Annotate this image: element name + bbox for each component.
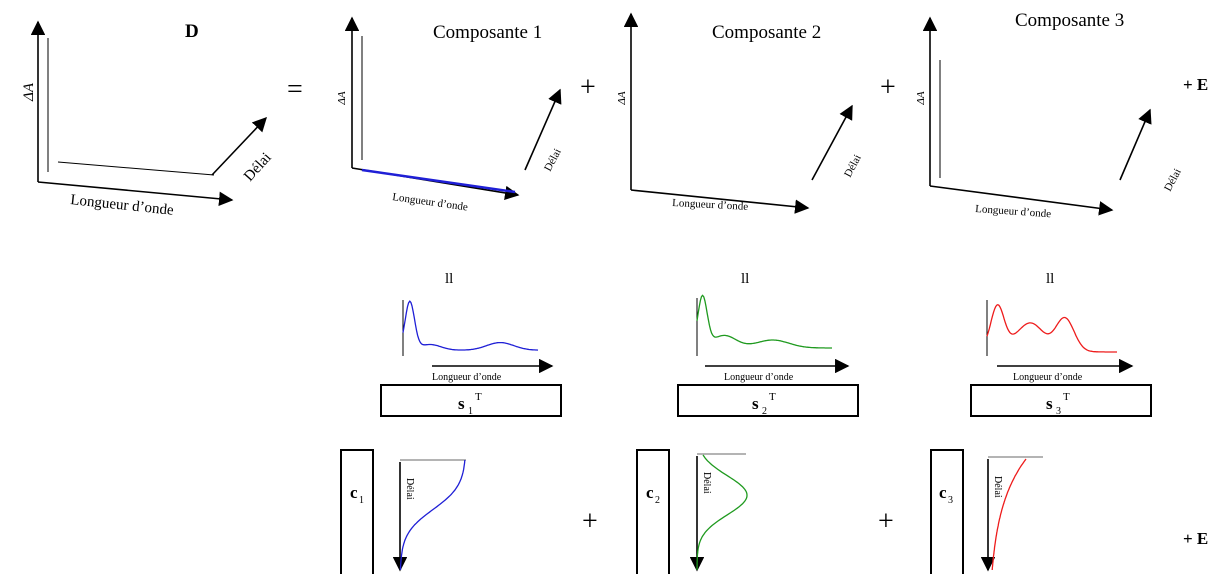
surface-plot-composante-1: Composante 1 ΔA Longueur d’onde Délai <box>336 18 564 214</box>
s3-transpose-box: s 3 T <box>970 384 1152 417</box>
c2-letter: c <box>646 483 654 502</box>
surface-plot-d: D ΔA Longueur d’onde Délai <box>21 21 275 219</box>
spectrum-s1: Longueur d’onde <box>402 300 554 383</box>
s2-subscript: 2 <box>762 406 767 417</box>
c2-column-box: c 2 <box>636 449 670 574</box>
c2-y-axis-label: ΔA <box>616 91 628 105</box>
c1-z-axis <box>524 88 562 171</box>
s1-x-axis-label: Longueur d’onde <box>432 372 502 383</box>
c1-x-axis-label: Longueur d’onde <box>392 191 469 213</box>
parallel-mark-3: ll <box>1046 271 1054 287</box>
c1-title: Composante 1 <box>433 22 542 43</box>
c2-subscript: 2 <box>655 495 660 506</box>
plus-sign-2: + <box>880 72 896 103</box>
c3-x-axis-label: Longueur d’onde <box>975 203 1052 220</box>
equals-sign: = <box>287 74 303 105</box>
c1-curve <box>399 459 466 570</box>
c3-title: Composante 3 <box>1015 10 1124 31</box>
c1-time-axis-label: Délai <box>404 478 415 500</box>
c3-z-axis-label: Délai <box>1162 167 1184 194</box>
concentration-profile-c1: Délai <box>392 459 466 572</box>
c2-curve <box>696 454 748 570</box>
d-z-axis-label: Délai <box>241 150 275 185</box>
s1-transpose-mark: T <box>475 391 482 403</box>
d-matrix-label: D <box>185 21 199 42</box>
s2-transpose-box: s 2 T <box>677 384 859 417</box>
plus-sign-1: + <box>580 72 596 103</box>
c2-z-axis <box>811 104 853 181</box>
s2-transpose-mark: T <box>769 391 776 403</box>
c3-x-axis <box>929 185 1114 216</box>
s3-curve <box>986 303 1117 353</box>
c3-y-axis-label: ΔA <box>915 91 927 105</box>
surface-plot-composante-2: Composante 2 ΔA Longueur d’onde Délai <box>616 14 864 214</box>
c1-y-axis-label: ΔA <box>336 91 348 105</box>
c1-column-box: c 1 <box>340 449 374 574</box>
concentration-profile-c3: Délai <box>980 456 1043 572</box>
spectrum-s2: Longueur d’onde <box>696 294 850 383</box>
c3-curve <box>991 458 1027 571</box>
s1-letter: s <box>458 394 465 413</box>
d-y-axis-label: ΔA <box>21 82 37 102</box>
parallel-mark-1: ll <box>445 271 453 287</box>
error-term-bottom: + E <box>1183 529 1208 548</box>
c2-x-axis <box>630 189 810 214</box>
c3-time-axis-label: Délai <box>992 476 1003 498</box>
concentration-profile-c2: Délai <box>689 453 748 572</box>
c3-column-box: c 3 <box>930 449 964 574</box>
d-x-axis-label: Longueur d’onde <box>70 192 175 219</box>
d-x-axis <box>37 181 234 206</box>
c2-title: Composante 2 <box>712 22 821 43</box>
s1-subscript: 1 <box>468 406 473 417</box>
c3-letter: c <box>939 483 947 502</box>
c2-time-axis-label: Délai <box>701 472 712 494</box>
d-z-axis <box>211 116 267 176</box>
error-term-top: + E <box>1183 75 1208 94</box>
c3-subscript: 3 <box>948 495 953 506</box>
s1-curve <box>402 300 539 351</box>
s2-x-axis-label: Longueur d’onde <box>724 372 794 383</box>
s2-curve <box>696 294 832 349</box>
s3-transpose-mark: T <box>1063 391 1070 403</box>
c1-letter: c <box>350 483 358 502</box>
surface-plot-composante-3: Composante 3 ΔA Longueur d’onde Délai <box>915 10 1184 220</box>
spectrum-s3: Longueur d’onde <box>986 300 1134 383</box>
s2-letter: s <box>752 394 759 413</box>
plus-sign-4: + <box>878 506 894 537</box>
c2-x-axis-label: Longueur d’onde <box>672 197 749 213</box>
c2-z-axis-label: Délai <box>842 153 864 180</box>
c1-subscript: 1 <box>359 495 364 506</box>
c3-z-axis <box>1119 108 1152 181</box>
parallel-mark-2: ll <box>741 271 749 287</box>
plus-sign-3: + <box>582 506 598 537</box>
c1-z-axis-label: Délai <box>542 147 564 174</box>
s3-letter: s <box>1046 394 1053 413</box>
s3-subscript: 3 <box>1056 406 1061 417</box>
s1-transpose-box: s 1 T <box>380 384 562 417</box>
s3-x-axis-label: Longueur d’onde <box>1013 372 1083 383</box>
